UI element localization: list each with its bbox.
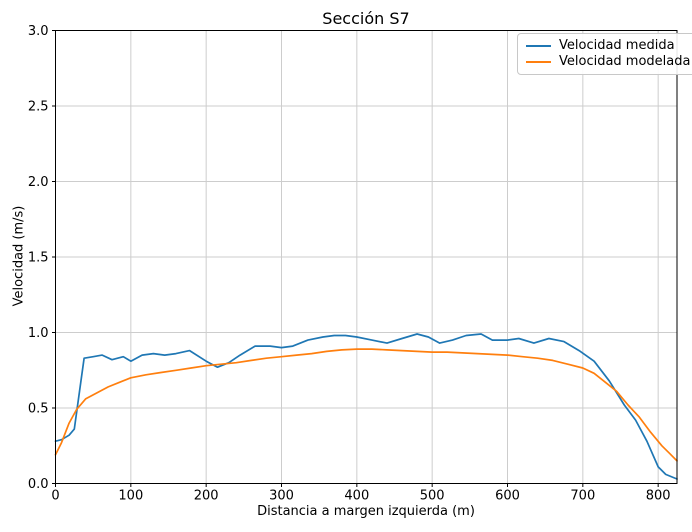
series-line-1 — [54, 348, 678, 462]
x-tick-label: 800 — [646, 489, 671, 504]
series-line-0 — [54, 333, 678, 480]
legend-line-sample-medida — [526, 45, 551, 47]
y-tick-label: 2.0 — [28, 175, 49, 190]
y-tick-label: 1.0 — [28, 326, 49, 341]
legend-item-medida: Velocidad medida — [526, 38, 690, 54]
x-tick-label: 700 — [570, 489, 595, 504]
x-tick-label: 200 — [194, 489, 219, 504]
legend-label-medida: Velocidad medida — [559, 38, 675, 53]
x-tick-label: 100 — [118, 489, 143, 504]
y-tick-label: 1.5 — [28, 251, 49, 266]
x-tick-label: 300 — [269, 489, 294, 504]
x-tick-label: 400 — [344, 489, 369, 504]
chart-title: Sección S7 — [322, 9, 410, 28]
y-tick-label: 0.0 — [28, 477, 49, 492]
legend-line-sample-modelada — [526, 61, 551, 63]
y-tick-label: 3.0 — [28, 24, 49, 39]
legend-label-modelada: Velocidad modelada — [559, 54, 691, 69]
x-tick-label: 600 — [495, 489, 520, 504]
y-tick-label: 0.5 — [28, 402, 49, 417]
y-axis-label: Velocidad (m/s) — [11, 205, 27, 307]
legend: Velocidad medida Velocidad modelada — [517, 33, 692, 75]
x-axis-label: Distancia a margen izquierda (m) — [257, 504, 475, 519]
x-tick-label: 0 — [51, 489, 59, 504]
x-tick-label: 500 — [420, 489, 445, 504]
y-tick-label: 2.5 — [28, 100, 49, 115]
legend-item-modelada: Velocidad modelada — [526, 54, 690, 70]
